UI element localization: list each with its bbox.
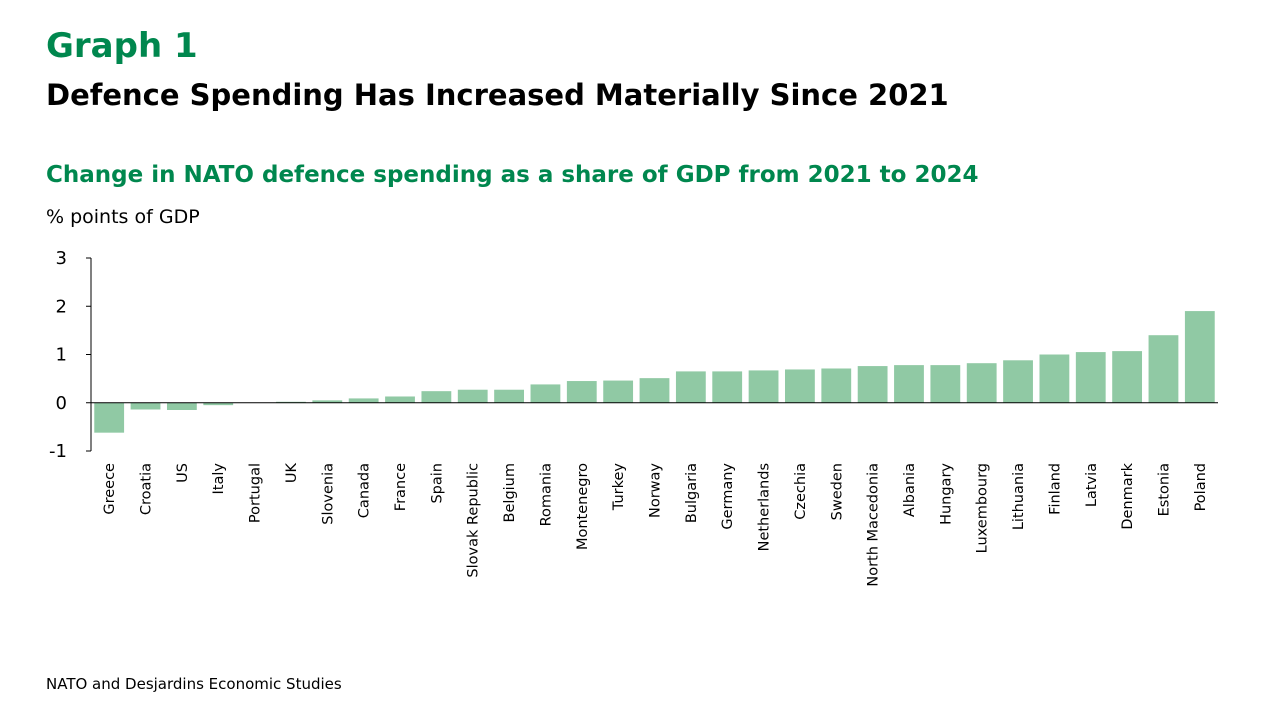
x-tick-label: Lithuania <box>1011 463 1027 530</box>
x-tick-label: France <box>393 463 409 511</box>
x-tick-label: Czechia <box>793 463 809 520</box>
x-tick-label: Sweden <box>829 463 845 520</box>
x-tick-label: Norway <box>648 463 664 518</box>
bar <box>312 400 343 403</box>
bar <box>566 381 597 403</box>
bar <box>1148 335 1179 403</box>
x-tick-label: Bulgaria <box>684 463 700 523</box>
page-title: Defence Spending Has Increased Materiall… <box>46 78 949 112</box>
x-tick-label: Greece <box>102 463 118 515</box>
x-tick-label: Estonia <box>1156 463 1172 516</box>
x-tick-label: Poland <box>1193 463 1209 511</box>
x-tick-label: Canada <box>357 463 373 518</box>
bar <box>1003 360 1033 403</box>
bar <box>94 402 125 433</box>
x-tick-label: Spain <box>429 463 445 504</box>
bar <box>748 370 779 403</box>
x-tick-label: Luxembourg <box>975 463 991 553</box>
x-tick-label: Croatia <box>139 463 155 515</box>
bar <box>457 389 488 403</box>
chart-title: Change in NATO defence spending as a sha… <box>46 162 979 188</box>
bar <box>385 396 415 403</box>
y-tick-label: -1 <box>49 441 67 462</box>
graph-label: Graph 1 <box>46 26 198 66</box>
x-tick-label: Slovak Republic <box>466 463 482 578</box>
bar <box>530 384 561 403</box>
bar <box>1039 354 1070 403</box>
bar <box>966 363 997 403</box>
bar <box>785 369 815 403</box>
x-tick-label: Latvia <box>1084 463 1100 507</box>
x-tick-label: North Macedonia <box>866 463 882 587</box>
axis-layer: -1 0 1 2 3 <box>49 248 1218 462</box>
bar <box>712 371 743 403</box>
bar <box>166 402 197 410</box>
x-tick-label: Hungary <box>938 463 954 525</box>
bar <box>894 365 924 403</box>
x-tick-label: Netherlands <box>757 463 773 551</box>
bar <box>1184 311 1215 403</box>
x-tick-label: Germany <box>720 463 736 530</box>
y-axis-label: % points of GDP <box>46 206 200 228</box>
y-tick-label: 3 <box>56 248 67 269</box>
bar <box>821 368 852 403</box>
x-tick-label: Albania <box>902 463 918 517</box>
x-tick-label: Portugal <box>248 463 264 523</box>
y-tick-label: 2 <box>56 296 67 317</box>
bar <box>348 398 379 403</box>
x-tick-label: US <box>175 463 191 483</box>
bar <box>639 378 670 403</box>
source-note: NATO and Desjardins Economic Studies <box>46 675 342 693</box>
x-tick-label: Belgium <box>502 463 518 522</box>
bar <box>421 391 452 403</box>
x-tick-label: Slovenia <box>320 463 336 525</box>
bar <box>930 365 961 403</box>
x-tick-label: Montenegro <box>575 463 591 550</box>
y-tick-label: 1 <box>56 345 67 366</box>
bar <box>675 371 706 403</box>
bar <box>130 402 161 410</box>
bar <box>857 366 888 403</box>
bar <box>1112 351 1143 403</box>
bar <box>1075 352 1106 403</box>
y-tick-label: 0 <box>56 393 67 414</box>
labels-layer: Greece Croatia US Italy Portugal UK Slovenia Ca… <box>102 462 1209 586</box>
x-tick-label: UK <box>284 463 300 484</box>
bar <box>494 389 524 403</box>
x-tick-label: Finland <box>1047 463 1063 515</box>
bar <box>603 380 634 403</box>
bars-layer <box>94 311 1215 433</box>
x-tick-label: Denmark <box>1120 462 1136 529</box>
x-tick-label: Turkey <box>611 463 627 512</box>
x-tick-label: Italy <box>211 463 227 495</box>
x-tick-label: Romania <box>538 463 554 526</box>
bar <box>203 402 234 406</box>
